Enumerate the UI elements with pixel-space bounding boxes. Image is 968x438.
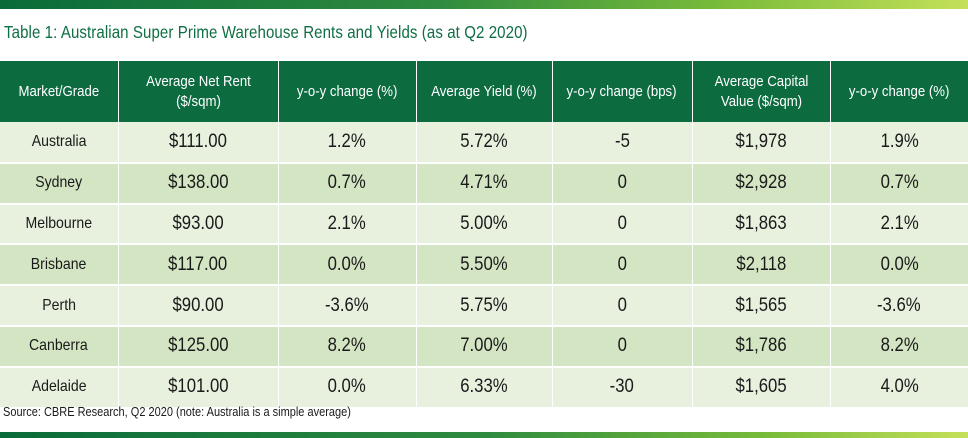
table-cell: 5.00% xyxy=(416,203,553,246)
table-cell: $1,863 xyxy=(692,203,831,246)
table-row: Australia $111.00 1.2% 5.72% -5 $1,978 1.9% xyxy=(0,122,968,164)
table-cell: $1,565 xyxy=(692,285,831,327)
table-cell: $1,786 xyxy=(692,325,831,368)
table-cell: -3.6% xyxy=(278,285,417,327)
table-cell: $2,928 xyxy=(692,162,831,205)
market-cell: Melbourne xyxy=(0,203,119,246)
table-cell: -3.6% xyxy=(830,285,968,327)
table-cell: 0 xyxy=(552,162,693,205)
market-cell: Perth xyxy=(0,285,119,327)
market-cell: Brisbane xyxy=(0,244,119,287)
column-header: y-o-y change (%) xyxy=(830,61,968,122)
column-header: Market/Grade xyxy=(0,61,119,122)
table-cell: $93.00 xyxy=(118,203,279,246)
column-header: y-o-y change (bps) xyxy=(552,61,693,122)
table-cell: $1,605 xyxy=(692,366,831,409)
table-cell: 0.7% xyxy=(278,162,417,205)
table-cell: 7.00% xyxy=(416,325,553,368)
table-cell: 0.0% xyxy=(278,366,417,409)
column-header: y-o-y change (%) xyxy=(278,61,417,122)
table-row: Sydney $138.00 0.7% 4.71% 0 $2,928 0.7% xyxy=(0,162,968,205)
table-row: Melbourne $93.00 2.1% 5.00% 0 $1,863 2.1% xyxy=(0,203,968,246)
table-cell: $138.00 xyxy=(118,162,279,205)
table-cell: $111.00 xyxy=(118,122,279,164)
table-cell: $2,118 xyxy=(692,244,831,287)
table-cell: 2.1% xyxy=(278,203,417,246)
table-cell: 5.72% xyxy=(416,122,553,164)
table-row: Adelaide $101.00 0.0% 6.33% -30 $1,605 4.0% xyxy=(0,366,968,409)
table-cell: 8.2% xyxy=(278,325,417,368)
table-cell: 0 xyxy=(552,325,693,368)
market-cell: Canberra xyxy=(0,325,119,368)
column-header: Average Yield (%) xyxy=(416,61,553,122)
table-cell: 0.0% xyxy=(830,244,968,287)
table-cell: 8.2% xyxy=(830,325,968,368)
table-cell: $125.00 xyxy=(118,325,279,368)
table-row: Canberra $125.00 8.2% 7.00% 0 $1,786 8.2% xyxy=(0,325,968,368)
table-cell: 0.0% xyxy=(278,244,417,287)
bottom-accent-bar xyxy=(0,432,968,438)
table-cell: 1.2% xyxy=(278,122,417,164)
table-cell: $117.00 xyxy=(118,244,279,287)
table-cell: 0 xyxy=(552,244,693,287)
table-cell: 0 xyxy=(552,203,693,246)
table-cell: 1.9% xyxy=(830,122,968,164)
table-cell: $101.00 xyxy=(118,366,279,409)
table-cell: 4.71% xyxy=(416,162,553,205)
market-cell: Sydney xyxy=(0,162,119,205)
table-cell: 0 xyxy=(552,285,693,327)
market-cell: Australia xyxy=(0,122,119,164)
table-row: Brisbane $117.00 0.0% 5.50% 0 $2,118 0.0% xyxy=(0,244,968,287)
table-cell: -5 xyxy=(552,122,693,164)
table-cell: 5.50% xyxy=(416,244,553,287)
table-cell: 6.33% xyxy=(416,366,553,409)
table-title: Table 1: Australian Super Prime Warehous… xyxy=(4,22,528,42)
column-header: Average Net Rent ($/sqm) xyxy=(118,61,279,122)
table-header-row: Market/Grade Average Net Rent ($/sqm) y-… xyxy=(0,61,968,122)
top-accent-bar xyxy=(0,0,968,9)
table-cell: 0.7% xyxy=(830,162,968,205)
rents-yields-table: Market/Grade Average Net Rent ($/sqm) y-… xyxy=(0,61,968,409)
table-cell: 4.0% xyxy=(830,366,968,409)
table-cell: $1,978 xyxy=(692,122,831,164)
table-cell: 5.75% xyxy=(416,285,553,327)
column-header: Average Capital Value ($/sqm) xyxy=(692,61,831,122)
table-cell: $90.00 xyxy=(118,285,279,327)
market-cell: Adelaide xyxy=(0,366,119,409)
table-cell: -30 xyxy=(552,366,693,409)
source-footnote: Source: CBRE Research, Q2 2020 (note: Au… xyxy=(3,405,351,419)
table-row: Perth $90.00 -3.6% 5.75% 0 $1,565 -3.6% xyxy=(0,285,968,327)
table-cell: 2.1% xyxy=(830,203,968,246)
